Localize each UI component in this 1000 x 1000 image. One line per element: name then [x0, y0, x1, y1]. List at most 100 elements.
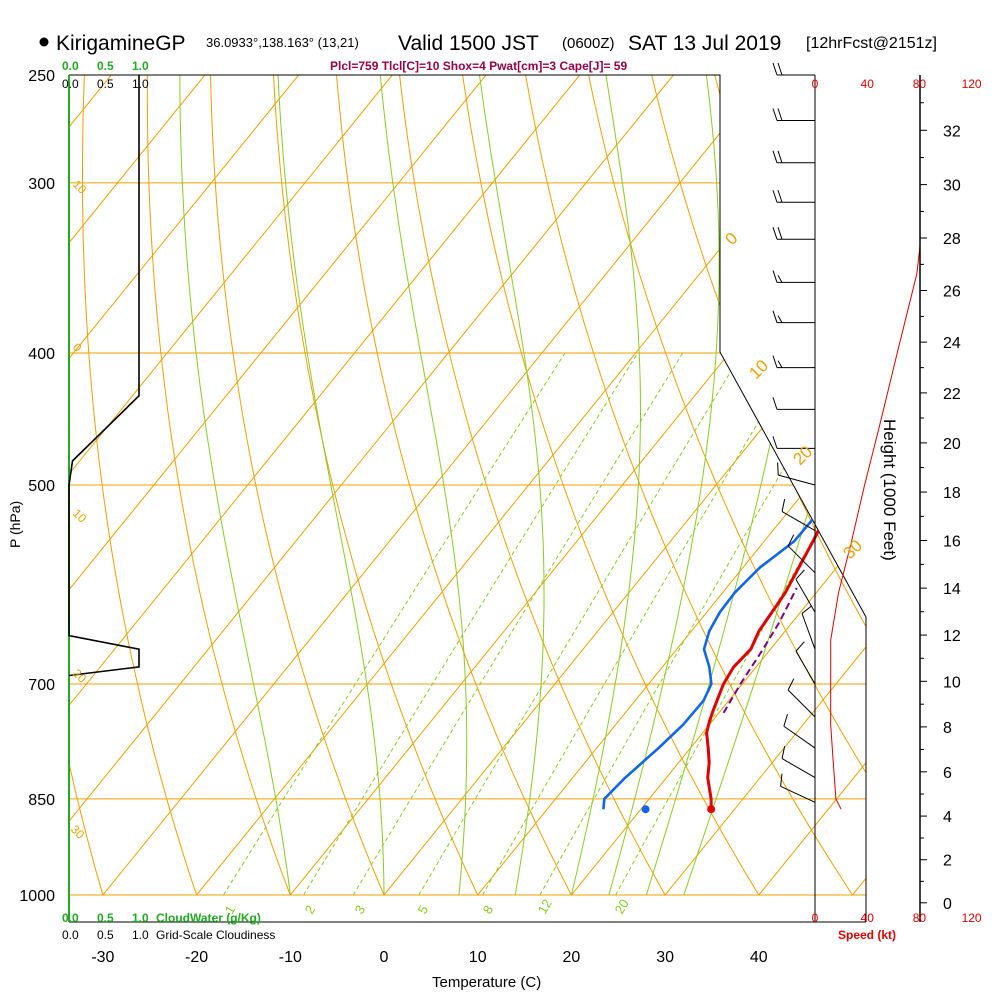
wind-barb	[795, 569, 816, 613]
isotherm-line	[69, 75, 674, 896]
cloudiness-panel: 0.0 0.5 1.0 0.0 0.5 1.0 0.0 0.5 1.0 0.0 0.5 1.0	[62, 59, 149, 942]
isotherm-label: 30	[839, 536, 866, 563]
temperature-tick-label: 40	[750, 949, 768, 966]
wind-barb	[772, 62, 815, 76]
mixing-ratio-line	[223, 352, 566, 896]
isotherm-line	[69, 75, 581, 896]
moist-adiabat	[479, 75, 545, 896]
wind-barb-feather	[781, 499, 786, 512]
temperature-line	[705, 75, 866, 810]
dry-adiabat	[967, 75, 1000, 895]
dry-adiabat	[399, 75, 666, 896]
x-axis-title: Temperature (C)	[432, 974, 541, 991]
wind-barb-feather	[772, 227, 778, 240]
cloud-water-tick-top: 0.0	[62, 59, 79, 73]
thermo-grid	[69, 75, 1000, 896]
dry-adiabat	[588, 75, 866, 896]
wind-barb-feather	[777, 108, 783, 121]
cloud-water-tick-bottom: 0.5	[97, 911, 114, 925]
wind-barb	[772, 397, 815, 410]
wind-barb	[772, 190, 815, 203]
wind-barb-staff	[787, 689, 816, 718]
speed-tick-top: 0	[812, 77, 819, 91]
wind-barb-feather	[777, 360, 783, 368]
height-tick-label: 4	[943, 809, 952, 826]
temperature-tick-label: 0	[380, 949, 389, 966]
dry-adiabat	[146, 75, 291, 896]
dewpoint-line	[602, 75, 866, 810]
valid-time: Valid 1500 JST	[398, 32, 539, 55]
forecast-label: [12hrFcst@2151z]	[806, 35, 937, 52]
dry-adiabat-label: 20	[70, 666, 90, 686]
height-tick-label: 8	[943, 720, 952, 737]
mixing-ratio-label: 20	[612, 896, 632, 916]
pressure-tick-label: 1000	[19, 888, 55, 905]
wind-barb	[780, 773, 816, 803]
cloudiness-tick-bottom: 1.0	[132, 928, 149, 942]
height-tick-label: 18	[943, 485, 961, 502]
surface-dewpoint-point	[641, 805, 650, 814]
isotherm-line	[69, 75, 206, 896]
wind-barb	[772, 108, 815, 122]
wind-barb-feather	[780, 773, 783, 787]
height-tick-label: 22	[943, 386, 961, 403]
wind-barb	[783, 713, 816, 749]
wind-barb	[772, 150, 815, 164]
pressure-tick-label: 400	[28, 346, 55, 363]
temperature-tick-label: -10	[279, 949, 302, 966]
wind-barb-staff	[795, 579, 816, 613]
y-axis-title: P (hPa)	[7, 501, 23, 548]
cloudiness-tick-top: 0.5	[97, 77, 114, 91]
wind-barb-feather	[787, 678, 795, 691]
speed-tick-bottom: 0	[812, 911, 819, 925]
height-tick-label: 28	[943, 231, 961, 248]
station-name: KirigamineGP	[56, 32, 186, 55]
parcel-line	[722, 587, 798, 714]
isotherm-line	[383, 75, 866, 896]
dry-adiabat	[462, 75, 760, 896]
temperature-tick-label: -20	[185, 949, 208, 966]
mixing-ratio-label: 8	[480, 903, 497, 917]
wind-barb-feather	[772, 62, 778, 76]
cloud-water-tick-bottom: 0.0	[62, 911, 79, 925]
dry-adiabat	[525, 75, 853, 896]
wind-barb-feather	[772, 436, 778, 449]
moist-adiabat	[179, 75, 291, 896]
wind-barb-feather	[801, 605, 813, 614]
pressure-tick-label: 700	[28, 677, 55, 694]
profiles	[602, 75, 866, 814]
wind-barb-feather	[772, 108, 778, 121]
isotherm-label: 10	[745, 356, 772, 383]
wind-barb	[772, 227, 815, 240]
height-tick-label: 2	[943, 853, 952, 870]
wind-barb-staff	[795, 650, 816, 685]
height-tick-label: 12	[943, 628, 961, 645]
station-marker-icon	[39, 37, 49, 47]
height-tick-label: 0	[943, 896, 952, 913]
wind-barb-feather	[772, 310, 778, 323]
isotherm-line	[69, 75, 487, 896]
speed-tick-top: 120	[962, 77, 982, 91]
wind-barb	[795, 641, 816, 685]
height-tick-label: 14	[943, 581, 961, 598]
height-tick-label: 16	[943, 533, 961, 550]
pressure-tick-label: 250	[28, 68, 55, 85]
wind-barb-feather	[772, 190, 778, 203]
speed-tick-top: 40	[861, 77, 875, 91]
station-coords: 36.0933°,138.163° (13,21)	[206, 35, 359, 50]
wind-barb-feather	[777, 462, 779, 476]
cloudiness-title: Grid-Scale Cloudiness	[156, 928, 275, 942]
wind-barb-staff	[778, 474, 816, 486]
height-tick-label: 6	[943, 765, 952, 782]
dry-adiabat-label: 30	[68, 822, 88, 842]
wind-barb-feather	[772, 397, 778, 410]
wind-barb-feather	[772, 355, 778, 368]
wind-barb-feather	[777, 150, 783, 163]
isotherm-label: 0	[721, 229, 741, 249]
cloudiness-tick-top: 0.0	[62, 77, 79, 91]
cloudiness-tick-top: 1.0	[132, 77, 149, 91]
wind-barb	[787, 678, 816, 718]
mixing-ratio-label: 12	[535, 896, 555, 916]
mixing-ratio-line	[303, 352, 639, 896]
